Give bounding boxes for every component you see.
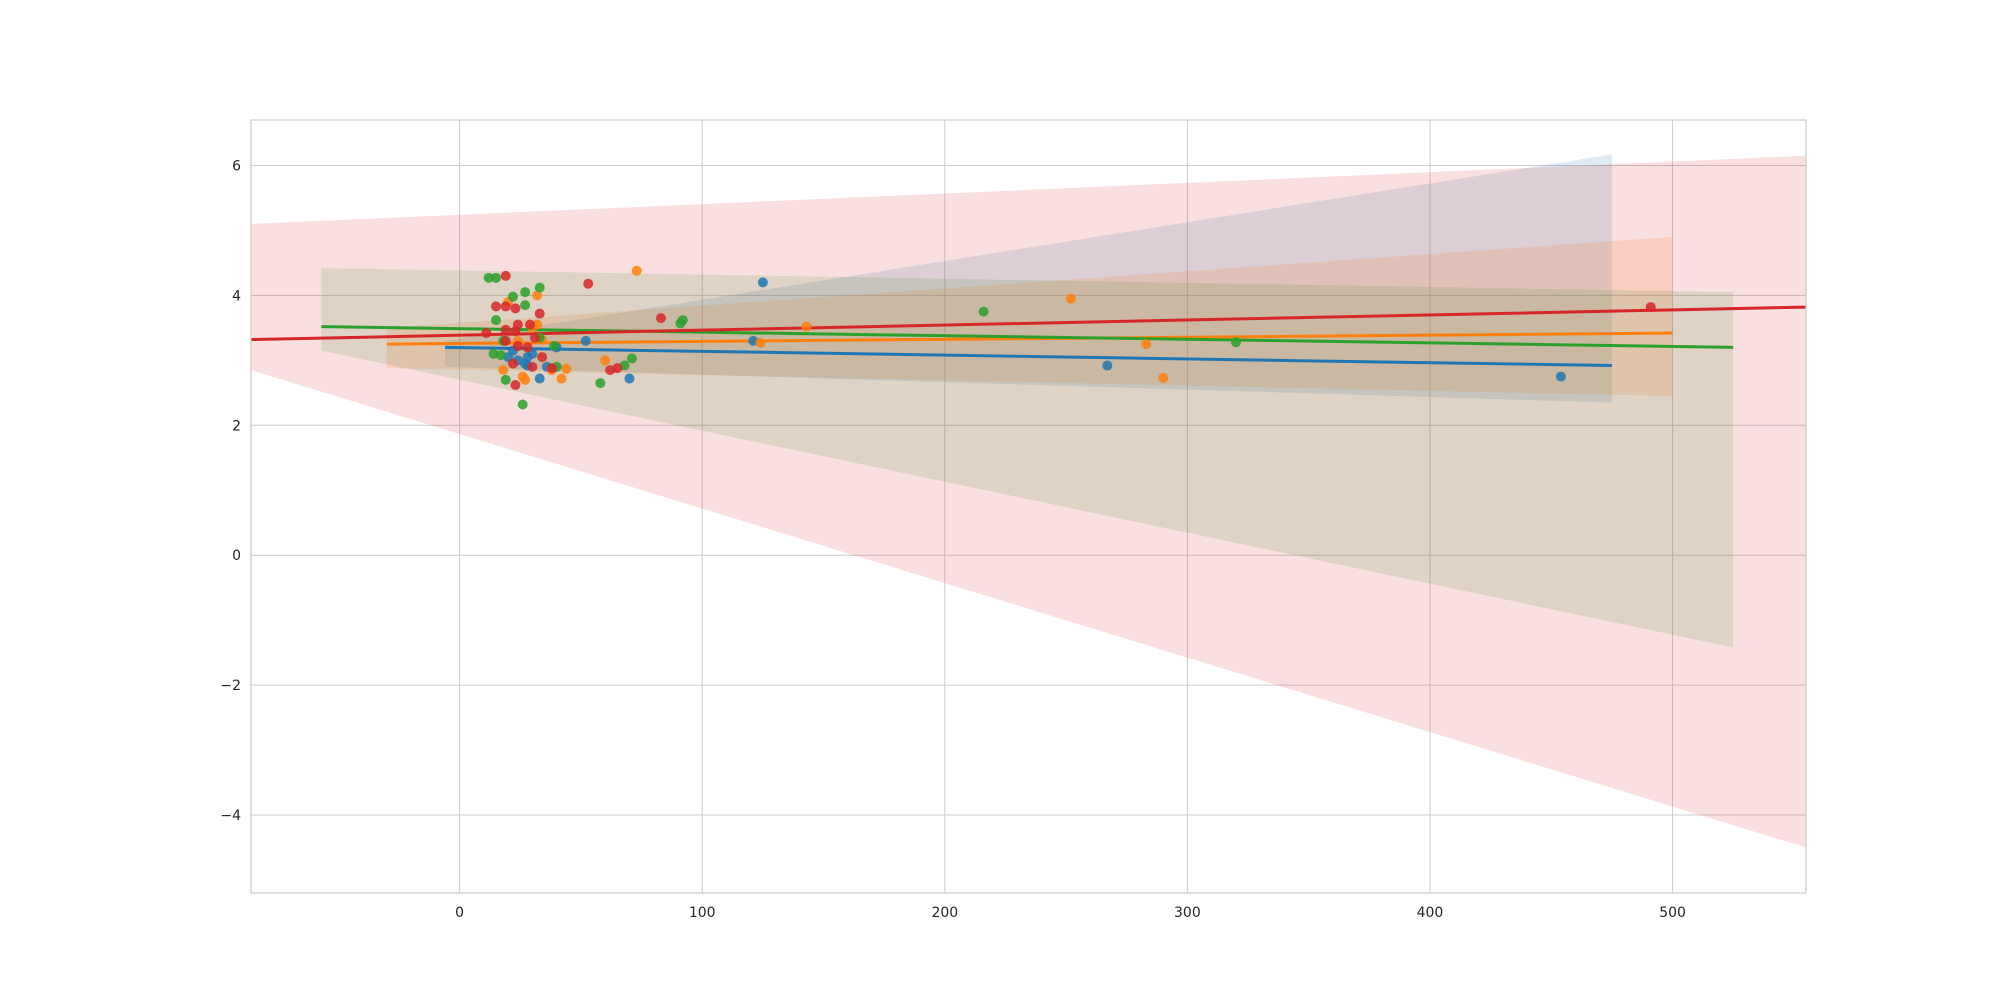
data-point-series-1 <box>534 373 545 384</box>
data-point-series-4 <box>512 341 523 352</box>
data-point-series-3 <box>520 287 531 298</box>
data-point-series-2 <box>801 321 812 332</box>
data-point-series-2 <box>755 337 766 348</box>
x-tick-label: 100 <box>689 905 716 921</box>
data-point-series-1 <box>624 373 635 384</box>
data-point-series-3 <box>595 378 606 389</box>
data-point-series-2 <box>556 373 567 384</box>
data-point-series-2 <box>631 265 642 276</box>
data-point-series-4 <box>605 365 616 376</box>
data-point-series-3 <box>491 315 502 326</box>
data-point-series-4 <box>507 358 518 369</box>
data-point-series-4 <box>510 303 521 314</box>
data-point-series-1 <box>1555 371 1566 382</box>
confidence-band-series-2 <box>386 236 1673 397</box>
tick-label-layer: 0 100 200 300 400 500 −4 −2 0 2 4 6 <box>220 158 1686 921</box>
data-point-series-4 <box>1645 302 1656 313</box>
data-point-series-2 <box>1065 293 1076 304</box>
data-point-series-2 <box>517 371 528 382</box>
confidence-band-series-4 <box>251 155 1806 848</box>
x-tick-label: 500 <box>1659 905 1686 921</box>
data-point-series-2 <box>1158 372 1169 383</box>
regression-line-series-3 <box>321 325 1734 349</box>
data-point-series-4 <box>500 270 511 281</box>
data-point-series-3 <box>1230 337 1241 348</box>
data-point-series-3 <box>500 374 511 385</box>
x-tick-label: 400 <box>1417 905 1444 921</box>
data-point-series-4 <box>524 319 535 330</box>
x-tick-label: 300 <box>1174 905 1201 921</box>
scatter-point-layer <box>481 265 1656 410</box>
data-point-series-3 <box>626 353 637 364</box>
data-point-series-3 <box>675 318 686 329</box>
data-point-series-3 <box>483 272 494 283</box>
data-point-series-4 <box>500 324 511 335</box>
data-point-series-2 <box>498 365 509 376</box>
data-point-series-2 <box>600 355 611 366</box>
data-point-series-4 <box>522 342 533 353</box>
data-point-series-4 <box>527 361 538 372</box>
data-point-series-2 <box>1141 339 1152 350</box>
data-point-series-3 <box>517 399 528 410</box>
data-point-series-4 <box>534 308 545 319</box>
y-tick-label: 6 <box>232 158 241 174</box>
y-tick-label: −2 <box>220 678 241 694</box>
regression-line-series-1 <box>445 345 1612 368</box>
y-tick-label: −4 <box>220 808 241 824</box>
plot-frame <box>250 119 1807 894</box>
data-point-series-2 <box>561 363 572 374</box>
data-point-series-3 <box>507 291 518 302</box>
data-point-series-4 <box>546 363 557 374</box>
data-point-series-2 <box>532 290 543 301</box>
data-point-series-4 <box>500 301 511 312</box>
data-point-series-3 <box>549 341 560 352</box>
regression-line-layer <box>250 305 1807 368</box>
data-point-series-4 <box>583 278 594 289</box>
plot-background <box>251 120 1806 893</box>
data-point-series-4 <box>655 313 666 324</box>
data-point-series-4 <box>537 352 548 363</box>
data-point-series-4 <box>529 332 540 343</box>
data-point-series-3 <box>520 300 531 311</box>
data-point-series-3 <box>495 350 506 361</box>
data-point-series-4 <box>481 328 492 339</box>
data-point-series-3 <box>978 306 989 317</box>
x-tick-label: 200 <box>931 905 958 921</box>
y-tick-label: 4 <box>232 288 241 304</box>
data-point-series-3 <box>534 282 545 293</box>
data-point-series-4 <box>510 326 521 337</box>
grid-layer <box>251 120 1806 893</box>
data-point-series-1 <box>1102 360 1113 371</box>
data-point-series-4 <box>491 301 502 312</box>
y-tick-label: 2 <box>232 418 241 434</box>
x-tick-label: 0 <box>455 905 464 921</box>
regression-line-series-2 <box>386 331 1673 346</box>
y-tick-label: 0 <box>232 548 241 564</box>
data-point-series-1 <box>757 277 768 288</box>
regression-line-series-4 <box>250 305 1807 342</box>
data-point-series-3 <box>491 272 502 283</box>
data-point-series-4 <box>510 380 521 391</box>
data-point-series-4 <box>500 335 511 346</box>
data-point-series-1 <box>580 335 591 346</box>
